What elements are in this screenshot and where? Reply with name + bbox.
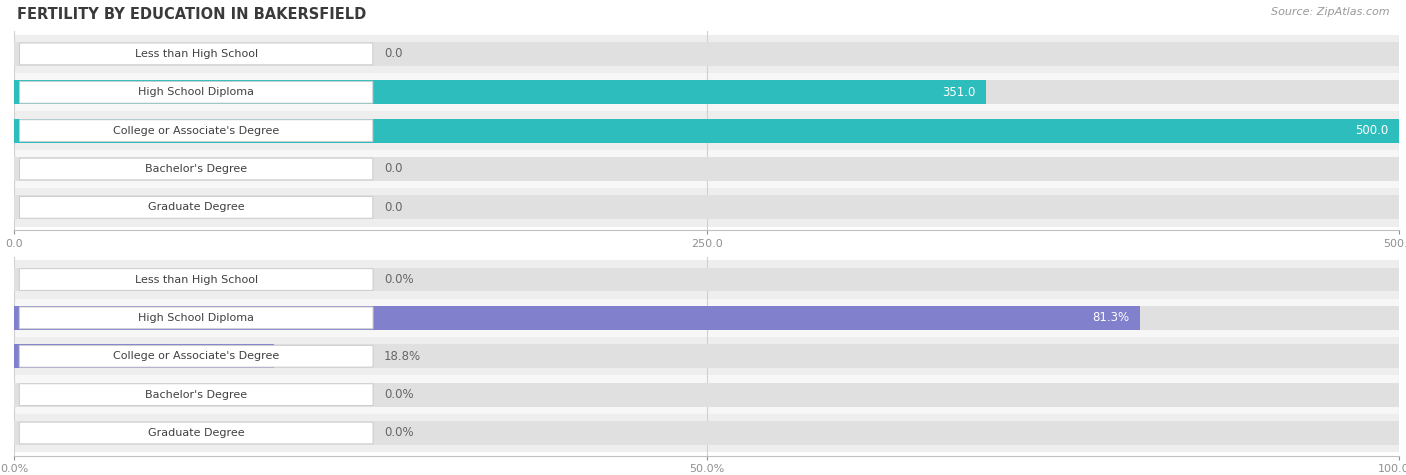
FancyBboxPatch shape xyxy=(20,422,373,444)
Text: 0.0: 0.0 xyxy=(384,162,402,175)
Bar xyxy=(14,375,1399,414)
Bar xyxy=(14,267,1399,291)
Bar xyxy=(14,344,274,368)
Text: High School Diploma: High School Diploma xyxy=(138,313,254,323)
Text: High School Diploma: High School Diploma xyxy=(138,87,254,97)
Bar xyxy=(14,80,986,104)
Bar xyxy=(14,299,1399,337)
FancyBboxPatch shape xyxy=(20,307,373,329)
Bar xyxy=(14,73,1399,112)
FancyBboxPatch shape xyxy=(20,197,373,218)
Text: 500.0: 500.0 xyxy=(1354,124,1388,137)
Bar xyxy=(14,260,1399,299)
Bar xyxy=(14,35,1399,73)
Bar xyxy=(14,414,1399,452)
FancyBboxPatch shape xyxy=(20,384,373,406)
FancyBboxPatch shape xyxy=(20,81,373,103)
Bar xyxy=(14,306,1399,330)
Text: 0.0%: 0.0% xyxy=(384,427,413,439)
Bar xyxy=(14,421,1399,445)
Bar xyxy=(14,344,1399,368)
Text: 351.0: 351.0 xyxy=(942,86,976,99)
Bar xyxy=(14,80,1399,104)
Text: Bachelor's Degree: Bachelor's Degree xyxy=(145,164,247,174)
Text: Less than High School: Less than High School xyxy=(135,49,257,59)
Bar xyxy=(14,119,1399,142)
Text: Graduate Degree: Graduate Degree xyxy=(148,202,245,212)
FancyBboxPatch shape xyxy=(20,120,373,142)
Text: Bachelor's Degree: Bachelor's Degree xyxy=(145,390,247,399)
Bar xyxy=(14,150,1399,188)
FancyBboxPatch shape xyxy=(20,345,373,367)
Text: 81.3%: 81.3% xyxy=(1092,312,1129,324)
Bar xyxy=(14,112,1399,150)
Text: Graduate Degree: Graduate Degree xyxy=(148,428,245,438)
Text: Source: ZipAtlas.com: Source: ZipAtlas.com xyxy=(1271,7,1389,17)
Text: 0.0: 0.0 xyxy=(384,201,402,214)
Bar xyxy=(14,119,1399,142)
Text: FERTILITY BY EDUCATION IN BAKERSFIELD: FERTILITY BY EDUCATION IN BAKERSFIELD xyxy=(17,7,366,22)
Text: College or Associate's Degree: College or Associate's Degree xyxy=(112,351,280,361)
FancyBboxPatch shape xyxy=(20,43,373,65)
Bar xyxy=(14,383,1399,407)
Bar xyxy=(14,337,1399,375)
Text: 18.8%: 18.8% xyxy=(384,350,420,363)
Text: 0.0: 0.0 xyxy=(384,48,402,60)
FancyBboxPatch shape xyxy=(20,269,373,290)
Bar xyxy=(14,196,1399,219)
Bar xyxy=(14,188,1399,227)
Bar xyxy=(14,157,1399,181)
Bar xyxy=(14,306,1140,330)
Text: College or Associate's Degree: College or Associate's Degree xyxy=(112,125,280,136)
Text: Less than High School: Less than High School xyxy=(135,275,257,285)
Text: 0.0%: 0.0% xyxy=(384,388,413,401)
Bar xyxy=(14,42,1399,66)
Text: 0.0%: 0.0% xyxy=(384,273,413,286)
FancyBboxPatch shape xyxy=(20,158,373,180)
